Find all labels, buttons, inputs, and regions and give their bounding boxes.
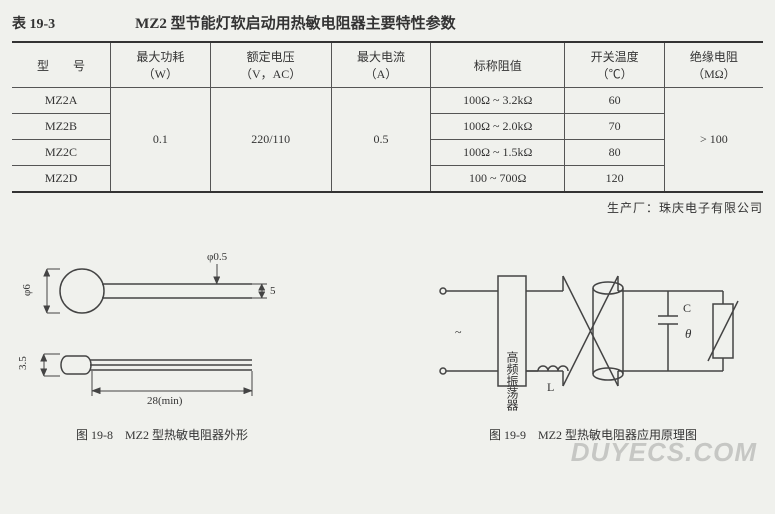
cell-current: 0.5 (331, 88, 430, 193)
col-temp: 开关温度（℃） (565, 42, 664, 88)
cell-power: 0.1 (111, 88, 210, 193)
label-C: C (683, 301, 691, 315)
cell-nominal: 100Ω ~ 3.2kΩ (431, 88, 565, 114)
svg-text:~: ~ (455, 325, 462, 339)
table-title: MZ2 型节能灯软启动用热敏电阻器主要特性参数 (135, 12, 455, 33)
maker-label: 生产厂：珠庆电子有限公司 (12, 199, 763, 216)
dim-body-h: 3.5 (17, 356, 29, 370)
figure-right: 高频振荡器 L C θ ~ 图 19-9 MZ2 型热敏电阻器应用原理图 (423, 246, 763, 443)
cell-model: MZ2D (12, 166, 111, 193)
col-power: 最大功耗（W） (111, 42, 210, 88)
cell-voltage: 220/110 (210, 88, 331, 193)
dim-lead-gap: 5 (270, 285, 276, 297)
label-osc: 高频振荡器 (505, 350, 519, 412)
label-L: L (547, 380, 554, 394)
label-theta: θ (685, 326, 692, 341)
cell-nominal: 100Ω ~ 2.0kΩ (431, 114, 565, 140)
dim-diameter: φ6 (21, 284, 33, 296)
table-row: MZ2A 0.1 220/110 0.5 100Ω ~ 3.2kΩ 60 > 1… (12, 88, 763, 114)
cell-model: MZ2B (12, 114, 111, 140)
cell-insulation: > 100 (664, 88, 763, 193)
params-table: 型 号 最大功耗（W） 额定电压（V，AC） 最大电流（A） 标称阻值 开关温度… (12, 41, 763, 193)
cell-temp: 60 (565, 88, 664, 114)
cell-temp: 120 (565, 166, 664, 193)
col-current: 最大电流（A） (331, 42, 430, 88)
circuit-svg: 高频振荡器 L C θ ~ (423, 246, 763, 416)
col-nominal: 标称阻值 (431, 42, 565, 88)
watermark: DUYECS.COM (571, 437, 757, 468)
table-number: 表 19-3 (12, 13, 55, 33)
cell-model: MZ2C (12, 140, 111, 166)
figure-left: φ6 φ0.5 5 (12, 246, 312, 443)
thermistor-outline-svg: φ6 φ0.5 5 (12, 246, 312, 416)
dim-lead-len: 28(min) (147, 395, 183, 407)
cell-model: MZ2A (12, 88, 111, 114)
col-insulation: 绝缘电阻（MΩ） (664, 42, 763, 88)
cell-temp: 70 (565, 114, 664, 140)
col-voltage: 额定电压（V，AC） (210, 42, 331, 88)
col-model: 型 号 (12, 42, 111, 88)
fig-left-caption: 图 19-8 MZ2 型热敏电阻器外形 (12, 426, 312, 443)
dim-lead-dia: φ0.5 (207, 251, 228, 263)
cell-nominal: 100 ~ 700Ω (431, 166, 565, 193)
cell-nominal: 100Ω ~ 1.5kΩ (431, 140, 565, 166)
cell-temp: 80 (565, 140, 664, 166)
